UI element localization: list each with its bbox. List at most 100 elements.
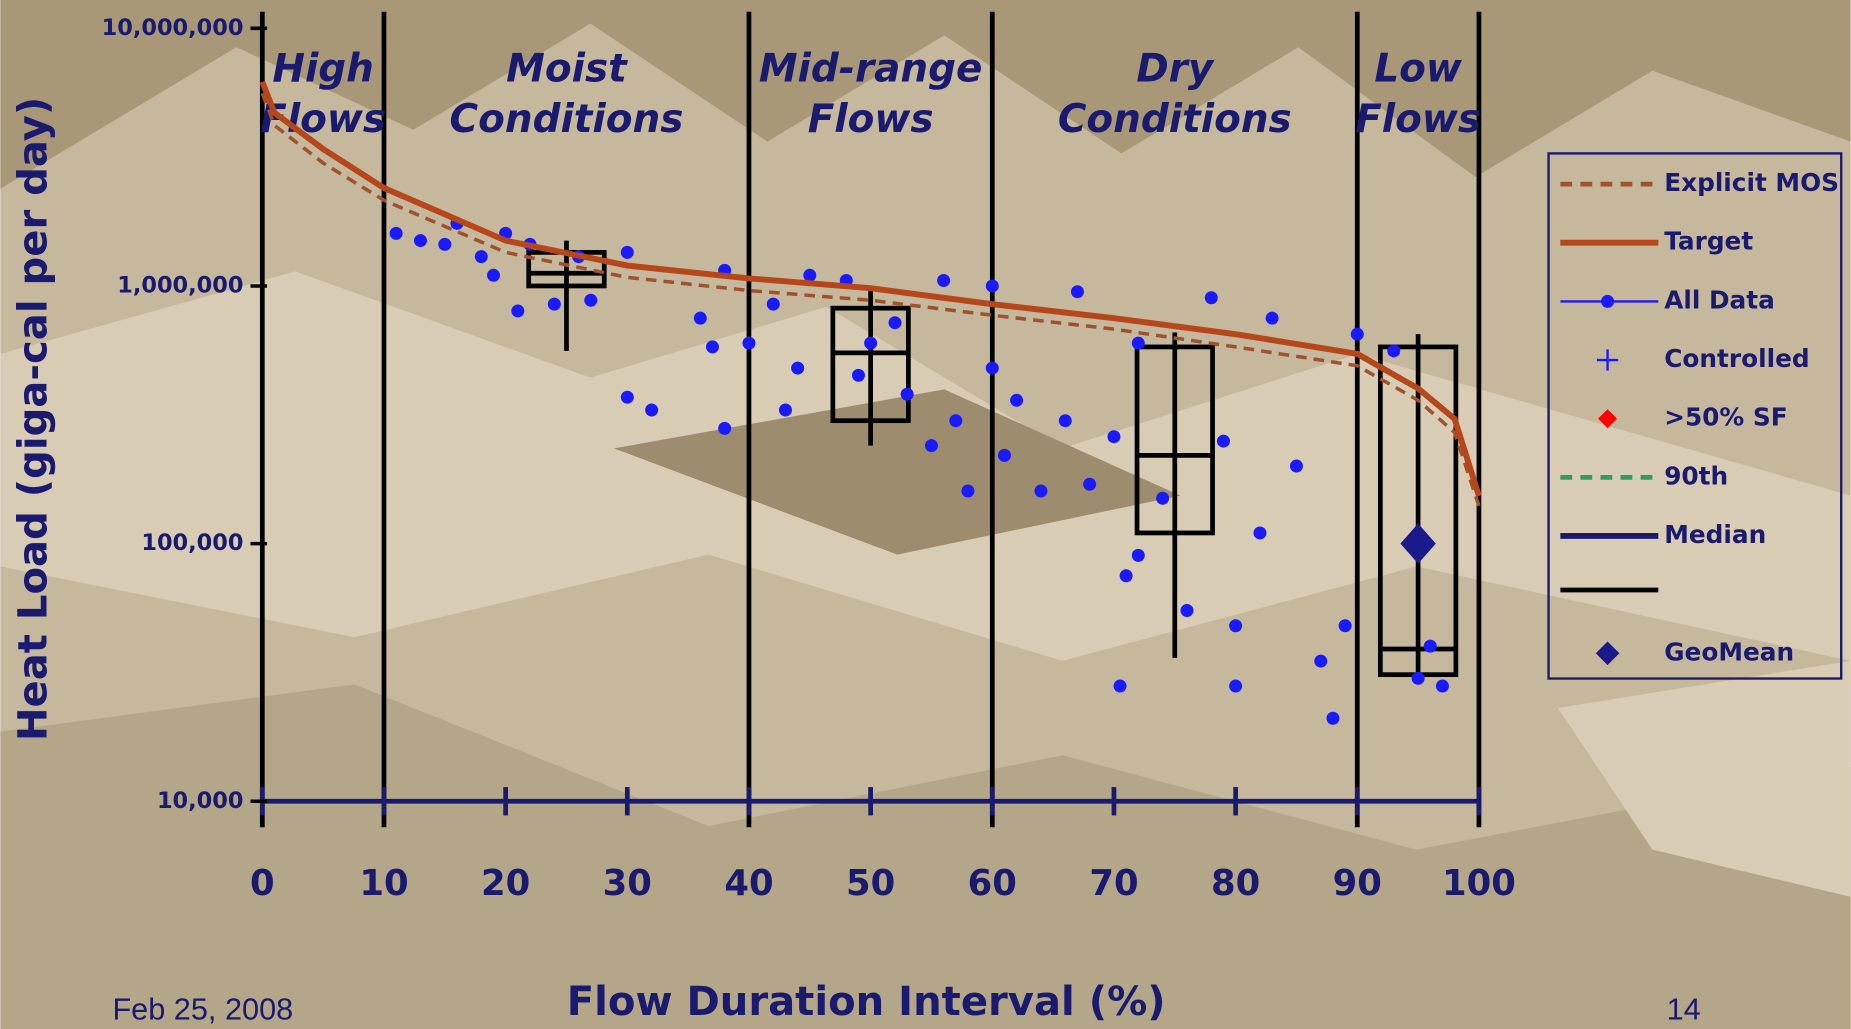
- data-point: [1204, 291, 1218, 305]
- legend-key: [1598, 409, 1618, 429]
- data-point: [1265, 311, 1279, 325]
- data-point: [937, 274, 951, 287]
- data-point: [1070, 285, 1084, 299]
- data-point: [961, 484, 975, 498]
- box-body: [1134, 344, 1215, 536]
- data-point: [1314, 654, 1328, 668]
- data-point: [1156, 491, 1170, 505]
- data-point: [997, 448, 1011, 462]
- data-point: [511, 304, 525, 318]
- x-tick-label: 50: [846, 863, 895, 904]
- data-point: [1435, 679, 1449, 693]
- data-point: [486, 268, 500, 282]
- legend-key: [1601, 294, 1615, 308]
- data-point: [766, 297, 780, 311]
- zone-label: Low: [1374, 46, 1463, 91]
- x-tick-label: 80: [1211, 863, 1260, 904]
- legend-label: GeoMean: [1664, 637, 1794, 666]
- zone-label: Dry: [1136, 46, 1215, 91]
- data-point: [705, 340, 719, 354]
- data-point: [1423, 639, 1437, 653]
- x-tick-label: 30: [603, 863, 652, 904]
- zone-label: Mid-range: [759, 46, 983, 91]
- legend-key: [1595, 641, 1620, 666]
- zone-label: Conditions: [1058, 97, 1292, 142]
- data-point: [1350, 327, 1364, 341]
- data-point: [438, 237, 452, 251]
- y-tick-label: 1,000,000: [117, 272, 243, 298]
- data-point: [985, 361, 999, 375]
- data-point: [1180, 604, 1194, 617]
- legend-label: Median: [1664, 520, 1766, 549]
- data-point: [693, 311, 707, 325]
- x-tick-label: 20: [481, 863, 530, 904]
- data-point: [851, 368, 865, 382]
- legend-label: >50% SF: [1664, 403, 1787, 432]
- page-number: 14: [1667, 991, 1701, 1026]
- data-point: [1034, 484, 1048, 498]
- x-tick-label: 70: [1089, 863, 1138, 904]
- data-point: [718, 421, 732, 435]
- data-point: [1131, 336, 1145, 350]
- data-point: [742, 336, 756, 350]
- data-point: [803, 268, 817, 282]
- data-point: [778, 403, 792, 417]
- zone-label: High: [272, 46, 374, 91]
- data-point: [1113, 679, 1127, 693]
- data-point: [1131, 548, 1145, 562]
- data-point: [1253, 526, 1267, 540]
- x-tick-label: 60: [968, 863, 1017, 904]
- y-tick-label: 10,000,000: [102, 15, 244, 41]
- data-point: [1083, 477, 1097, 491]
- x-tick-label: 0: [250, 863, 275, 904]
- data-point: [864, 336, 878, 350]
- data-point: [1387, 344, 1401, 358]
- data-point: [474, 250, 488, 264]
- zone-label: Flows: [808, 97, 934, 142]
- zone-label: Moist: [506, 46, 628, 91]
- data-point: [1411, 671, 1425, 685]
- data-point: [949, 414, 963, 428]
- data-point: [900, 387, 914, 401]
- zone-label: Conditions: [450, 97, 684, 142]
- y-tick-label: 10,000: [157, 788, 243, 814]
- legend-label: Target: [1664, 227, 1753, 256]
- legend-label: All Data: [1664, 285, 1775, 314]
- data-point: [620, 245, 634, 259]
- x-tick-label: 10: [359, 863, 408, 904]
- box-body: [830, 305, 911, 424]
- y-tick-label: 100,000: [141, 530, 243, 556]
- legend-key: [1596, 349, 1619, 371]
- data-point: [584, 293, 598, 307]
- geomean: [1400, 523, 1436, 564]
- data-point: [1010, 393, 1024, 407]
- data-point: [645, 403, 659, 417]
- data-point: [888, 316, 902, 330]
- data-point: [1058, 414, 1072, 428]
- data-point: [1326, 711, 1340, 725]
- legend-label: 90th: [1664, 461, 1728, 490]
- data-point: [791, 361, 805, 375]
- x-tick-label: 40: [724, 863, 773, 904]
- legend-label: Controlled: [1664, 344, 1809, 373]
- legend: Explicit MOS Target All Data Controlled >50%…: [1547, 152, 1843, 680]
- data-point: [1229, 619, 1243, 633]
- y-axis-title: Heat Load (giga-cal per day): [11, 97, 57, 741]
- data-point: [1107, 430, 1121, 444]
- data-point: [985, 279, 999, 293]
- data-point: [1338, 619, 1352, 633]
- x-tick-label: 100: [1442, 863, 1516, 904]
- data-point: [1289, 459, 1303, 473]
- date: Feb 25, 2008: [112, 991, 293, 1026]
- data-point: [1119, 569, 1133, 583]
- zone-label: Flows: [1355, 97, 1481, 142]
- data-point: [1229, 679, 1243, 693]
- data-point: [547, 297, 561, 311]
- legend-label: Explicit MOS: [1664, 168, 1839, 197]
- data-point: [1216, 434, 1230, 448]
- x-axis-title: Flow Duration Interval (%): [567, 979, 1166, 1025]
- curve: [260, 92, 1481, 507]
- data-point: [413, 234, 427, 248]
- data-point: [924, 439, 938, 453]
